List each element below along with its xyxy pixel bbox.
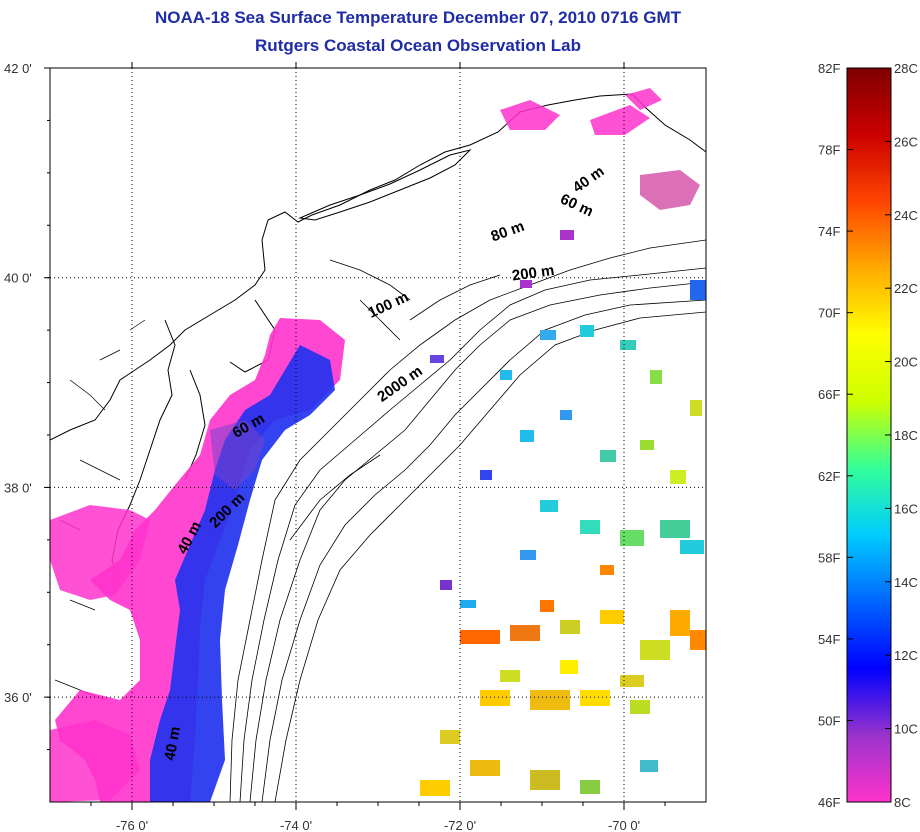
colorbar-celsius-label: 26C — [894, 134, 918, 149]
colorbar-celsius-label: 20C — [894, 355, 918, 370]
latitude-tick-label: 36 0' — [4, 690, 32, 705]
colorbar-celsius-label: 10C — [894, 722, 918, 737]
colorbar-fahrenheit-label: 66F — [818, 387, 840, 402]
longitude-tick-label: -74 0' — [280, 818, 312, 832]
coastline — [50, 93, 706, 441]
colorbar-celsius-label: 18C — [894, 428, 918, 443]
nearshore-sst — [50, 88, 700, 802]
colorbar-celsius-label: 22C — [894, 281, 918, 296]
colorbar-fahrenheit-label: 70F — [818, 306, 840, 321]
map-subtitle: Rutgers Coastal Ocean Observation Lab — [255, 36, 581, 55]
latitude-tick-label: 40 0' — [4, 271, 32, 286]
colorbar-celsius-label: 16C — [894, 501, 918, 516]
long-island-outline — [298, 149, 472, 221]
colorbar-celsius-label: 8C — [894, 795, 911, 810]
colorbar-fahrenheit-label: 46F — [818, 795, 840, 810]
longitude-tick-label: -76 0' — [116, 818, 148, 832]
axis-ticks: -76 0' -74 0' -72 0' -70 0' 42 0' 40 0' 38 0' 3… — [4, 61, 666, 832]
colorbar-celsius-label: 14C — [894, 575, 918, 590]
colorbar-fahrenheit-label: 78F — [818, 143, 840, 158]
map-title: NOAA-18 Sea Surface Temperature December… — [155, 8, 681, 27]
colorbar-celsius-label: 28C — [894, 61, 918, 76]
colorbar-fahrenheit-label: 62F — [818, 469, 840, 484]
colorbar-fahrenheit-label: 82F — [818, 61, 840, 76]
colorbar-celsius-label: 24C — [894, 208, 918, 223]
contour-label: 200 m — [511, 262, 555, 285]
contour-label: 40 m — [161, 725, 184, 762]
colorbar-fahrenheit-label: 54F — [818, 632, 840, 647]
colorbar-fahrenheit-label: 74F — [818, 224, 840, 239]
longitude-tick-label: -70 0' — [608, 818, 640, 832]
colorbar-gradient — [846, 67, 892, 803]
colorbar-fahrenheit-label: 58F — [818, 550, 840, 565]
offshore-sst-patches — [420, 230, 706, 796]
colorbar-labels: 82F 78F 74F 70F 66F 62F 58F 54F 50F 46F 28C 26C 24C 2… — [818, 61, 918, 810]
longitude-tick-label: -72 0' — [444, 818, 476, 832]
colorbar-celsius-label: 12C — [894, 648, 918, 663]
colorbar-fahrenheit-label: 50F — [818, 713, 840, 728]
latitude-tick-label: 38 0' — [4, 480, 32, 495]
latitude-tick-label: 42 0' — [4, 61, 32, 76]
bathymetry-contours — [229, 239, 706, 802]
